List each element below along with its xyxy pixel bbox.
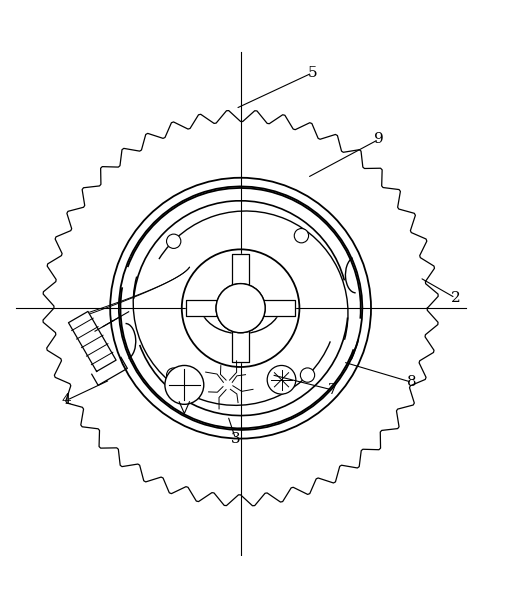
- Circle shape: [300, 368, 315, 382]
- Polygon shape: [233, 254, 249, 285]
- Text: 5: 5: [308, 66, 317, 80]
- Polygon shape: [187, 300, 218, 316]
- Circle shape: [216, 284, 265, 333]
- Circle shape: [166, 234, 181, 248]
- Circle shape: [294, 228, 309, 243]
- Polygon shape: [68, 311, 116, 371]
- Text: 3: 3: [231, 432, 240, 445]
- Text: 8: 8: [407, 376, 417, 389]
- Polygon shape: [233, 331, 249, 362]
- Circle shape: [267, 365, 296, 394]
- Circle shape: [165, 365, 204, 404]
- Polygon shape: [263, 300, 295, 316]
- Circle shape: [216, 284, 265, 333]
- Text: 2: 2: [450, 291, 460, 305]
- Text: 9: 9: [374, 132, 384, 147]
- Text: 7: 7: [328, 383, 338, 397]
- Circle shape: [166, 368, 181, 382]
- Text: 4: 4: [62, 393, 71, 407]
